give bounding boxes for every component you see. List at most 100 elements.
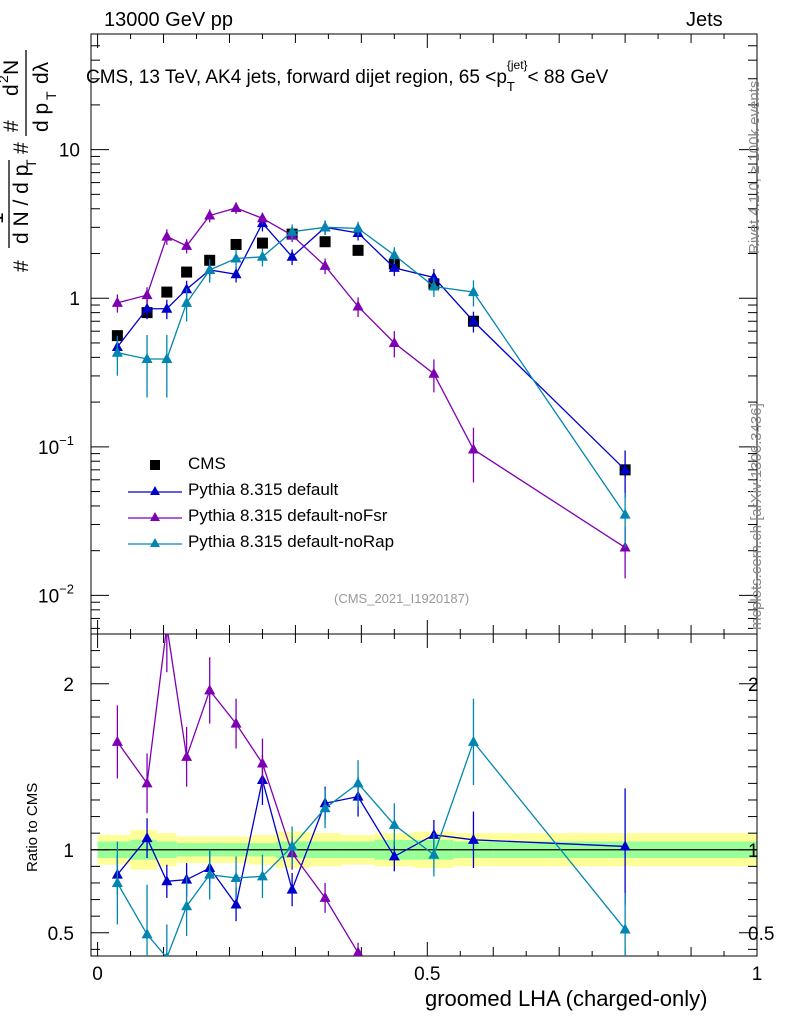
data-point-default	[141, 302, 153, 313]
legend-marker-nofsr	[128, 512, 182, 521]
header-right: Jets	[686, 9, 723, 31]
legend-marker-norap	[128, 538, 182, 547]
analysis-id: (CMS_2021_I1920187)	[334, 591, 470, 606]
data-point-noRap	[141, 352, 153, 363]
data-point-noFsr	[428, 367, 440, 378]
ratio-point-noRap	[181, 900, 193, 911]
ratio-point-noFsr	[389, 1010, 400, 1020]
data-point-noFsr	[141, 289, 153, 300]
svg-text:1: 1	[0, 212, 8, 224]
y-tick-label-ratio: 2	[63, 675, 74, 696]
data-point-noFsr	[319, 259, 331, 270]
data-point-noRap	[230, 252, 242, 263]
x-tick-label: 1	[752, 964, 763, 985]
data-point-default	[619, 463, 631, 474]
legend-marker-cms	[150, 460, 160, 470]
ratio-point-noFsr	[111, 735, 123, 746]
series-cms	[111, 228, 631, 477]
x-tick-label: 0.5	[414, 964, 440, 985]
x-axis-ticks: 0 0.5 1	[92, 34, 762, 985]
ratio-point-default	[286, 883, 298, 894]
svg-text:2: 2	[0, 75, 11, 83]
y-tick-label: 10−1	[38, 433, 74, 459]
ratio-point-noRap	[141, 928, 153, 939]
y-axis-label-main: # d N / d p T 1 # d p T dλ # d 2 N	[0, 22, 81, 272]
data-point-noRap	[286, 225, 298, 236]
ratio-point-noRap	[230, 871, 242, 882]
ratio-point-noRap	[256, 870, 268, 881]
ratio-point-noFsr	[352, 946, 364, 956]
svg-text:dλ: dλ	[30, 61, 53, 84]
y-tick-label-ratio-right: 2	[748, 675, 759, 696]
legend-label-norap: Pythia 8.315 default-noRap	[188, 532, 395, 551]
data-point-cms	[256, 237, 268, 249]
y-tick-label: 10	[59, 141, 80, 162]
data-point-noFsr	[388, 336, 400, 347]
data-point-cms	[230, 238, 242, 250]
data-point-noRap	[428, 280, 440, 291]
ratio-point-default	[141, 832, 153, 843]
ratio-point-noFsr	[319, 891, 331, 902]
data-point-noRap	[181, 296, 193, 307]
y-axis-ticks-ratio: 0.5 0.5 1 1 2 2	[48, 650, 774, 950]
legend-marker-default	[128, 486, 182, 495]
chart-title-sup: {jet}	[506, 58, 528, 72]
svg-text:d: d	[0, 84, 23, 96]
data-point-noRap	[204, 263, 216, 274]
ratio-point-noRap	[204, 868, 216, 879]
ratio-point-default	[467, 833, 479, 844]
data-point-default	[161, 302, 173, 313]
svg-text:d N / d p: d N / d p	[10, 165, 33, 244]
data-point-noFsr	[161, 230, 173, 241]
data-point-noRap	[319, 221, 331, 232]
ratio-series-noRap	[111, 698, 631, 956]
y-tick-label-ratio: 1	[63, 841, 74, 862]
data-point-cms	[319, 236, 331, 248]
ratio-point-default	[388, 850, 400, 861]
ratio-point-noRap	[467, 735, 479, 746]
ratio-line-noFsr	[116, 634, 361, 956]
series-line-default	[116, 222, 626, 471]
data-point-cms	[352, 244, 364, 256]
y-tick-label: 10−2	[38, 581, 74, 607]
chart-title: CMS, 13 TeV, AK4 jets, forward dijet reg…	[86, 58, 609, 94]
data-point-cms	[161, 286, 173, 298]
data-point-noRap	[619, 508, 631, 519]
y-tick-label-ratio: 0.5	[48, 924, 74, 945]
svg-text:#: #	[10, 260, 33, 272]
ratio-point-default	[230, 898, 242, 909]
ratio-point-noRap	[164, 951, 170, 956]
y-tick-label: 1	[69, 289, 80, 310]
ratio-point-noFsr	[256, 757, 268, 768]
header-left: 13000 GeV pp	[104, 9, 233, 31]
data-point-cms	[111, 330, 123, 342]
svg-text:d p: d p	[30, 103, 53, 132]
mcplots-label: mcplots.cern.ch [arXiv:1306.3436]	[748, 403, 765, 630]
data-point-default	[181, 283, 193, 294]
y-axis-label-ratio: Ratio to CMS	[24, 782, 41, 872]
ratio-point-noRap	[619, 923, 631, 934]
data-point-noFsr	[230, 201, 242, 212]
ratio-plot-frame	[90, 633, 758, 957]
svg-text:N: N	[0, 60, 23, 75]
ratio-series-noFsr	[111, 634, 400, 1020]
data-point-noFsr	[352, 300, 364, 311]
series-line-noRap	[117, 226, 626, 515]
data-point-noRap	[467, 286, 479, 297]
ratio-point-noFsr	[204, 684, 216, 695]
data-point-noRap	[161, 352, 173, 363]
chart-title-main: CMS, 13 TeV, AK4 jets, forward dijet reg…	[86, 67, 507, 88]
y-axis-ticks-main: 10−2 10−1 1 10	[38, 33, 757, 629]
x-axis-label: groomed LHA (charged-only)	[425, 986, 708, 1011]
data-point-noRap	[352, 222, 364, 233]
ratio-point-noRap	[428, 848, 440, 859]
data-point-noFsr	[111, 296, 123, 307]
legend-label-nofsr: Pythia 8.315 default-noFsr	[188, 506, 388, 525]
chart-title-sub: T	[506, 79, 515, 94]
ratio-point-default	[619, 840, 631, 851]
ratio-line-noRap	[116, 740, 626, 956]
data-point-cms	[181, 266, 193, 278]
chart-title-tail: < 88 GeV	[527, 67, 609, 88]
data-point-default	[428, 271, 440, 282]
